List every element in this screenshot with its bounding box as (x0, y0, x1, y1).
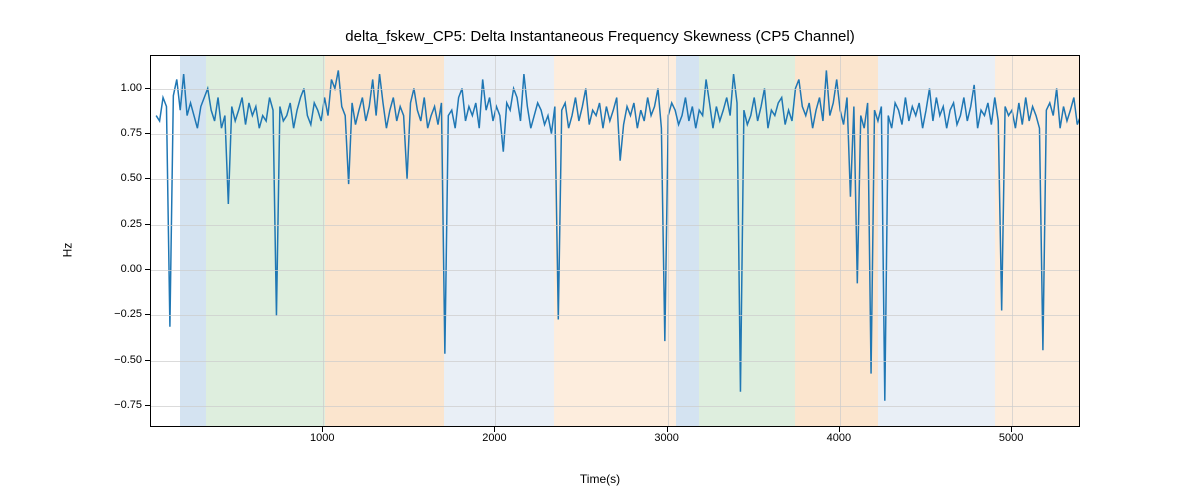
xtick-label: 4000 (827, 432, 851, 444)
tick-mark-x (494, 427, 495, 432)
tick-mark-x (667, 427, 668, 432)
gridline-h (151, 179, 1079, 180)
line-series (151, 56, 1079, 426)
tick-mark-y (145, 269, 150, 270)
tick-mark-y (145, 178, 150, 179)
gridline-h (151, 134, 1079, 135)
ytick-label: 0.75 (42, 127, 142, 139)
xtick-label: 3000 (654, 432, 678, 444)
line-path (156, 70, 1079, 400)
gridline-v (668, 56, 669, 426)
gridline-v (840, 56, 841, 426)
chart-container: delta_fskew_CP5: Delta Instantaneous Fre… (0, 0, 1200, 500)
gridline-v (495, 56, 496, 426)
gridline-v (1012, 56, 1013, 426)
gridline-h (151, 225, 1079, 226)
tick-mark-x (322, 427, 323, 432)
gridline-h (151, 89, 1079, 90)
gridline-h (151, 315, 1079, 316)
tick-mark-y (145, 224, 150, 225)
tick-mark-y (145, 405, 150, 406)
y-axis-label: Hz (60, 243, 74, 258)
plot-area (150, 55, 1080, 427)
tick-mark-y (145, 360, 150, 361)
gridline-v (323, 56, 324, 426)
xtick-label: 1000 (310, 432, 334, 444)
ytick-label: 0.25 (42, 218, 142, 230)
ytick-label: 0.50 (42, 172, 142, 184)
tick-mark-x (839, 427, 840, 432)
tick-mark-y (145, 314, 150, 315)
xtick-label: 5000 (999, 432, 1023, 444)
ytick-label: −0.25 (42, 308, 142, 320)
ytick-label: −0.50 (42, 354, 142, 366)
ytick-label: −0.75 (42, 399, 142, 411)
gridline-h (151, 361, 1079, 362)
tick-mark-x (1011, 427, 1012, 432)
ytick-label: 1.00 (42, 82, 142, 94)
gridline-h (151, 406, 1079, 407)
chart-title: delta_fskew_CP5: Delta Instantaneous Fre… (345, 28, 854, 45)
ytick-label: 0.00 (42, 263, 142, 275)
xtick-label: 2000 (482, 432, 506, 444)
x-axis-label: Time(s) (580, 472, 620, 486)
tick-mark-y (145, 88, 150, 89)
tick-mark-y (145, 133, 150, 134)
gridline-h (151, 270, 1079, 271)
